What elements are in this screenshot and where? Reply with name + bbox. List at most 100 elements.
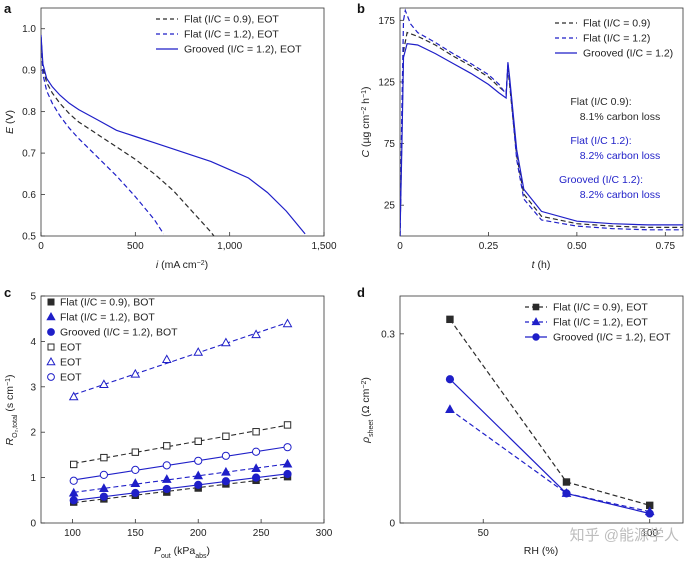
point-c-3-6	[252, 428, 260, 436]
point-c-1-1	[99, 483, 109, 492]
ytick-label-a: 0.9	[22, 66, 36, 77]
point-d-1-0	[445, 404, 455, 413]
series-line-d-1	[449, 409, 650, 513]
xtick-label-d: 100	[641, 528, 658, 539]
ytick-label-c: 5	[30, 292, 36, 303]
xtick-label-c: 100	[64, 528, 81, 539]
ytick-label-a: 1.0	[22, 24, 36, 35]
series-line-b-1	[400, 8, 683, 236]
point-c-2-6	[251, 473, 261, 482]
point-c-2-1	[99, 492, 108, 501]
panel-letter-c: c	[4, 285, 11, 300]
legend-a-2-label: Grooved (I/C = 1.2), EOT	[184, 44, 302, 56]
point-c-5-5	[221, 451, 230, 460]
legend-a-0-label: Flat (I/C = 0.9), EOT	[184, 14, 279, 26]
ytick-label-c: 2	[30, 428, 36, 439]
point-c-3-0	[70, 460, 78, 469]
annotation-label-1: Flat (I/C 1.2):	[570, 135, 631, 147]
fit-line-c-4	[73, 322, 288, 396]
point-d-0-0	[446, 315, 454, 324]
xtick-label-c: 150	[127, 528, 144, 539]
ytick-label-c: 1	[30, 473, 36, 484]
point-c-3-1	[100, 453, 108, 462]
legend-c-1-marker	[46, 311, 56, 321]
point-c-3-2	[131, 448, 140, 456]
point-c-3-3	[163, 442, 171, 450]
ytick-label-a: 0.6	[22, 190, 36, 201]
legend-c-5-label: EOT	[60, 372, 82, 384]
axes-d	[399, 295, 684, 524]
legend-c-2-marker	[47, 328, 55, 336]
point-c-5-0	[69, 476, 78, 485]
chart-d: 50 100 0 0.3 Flat (I/C = 0.9), EOT Flat (I/C …	[381, 302, 671, 540]
xtick-label-a: 1,500	[311, 241, 336, 252]
point-c-2-7	[283, 469, 292, 479]
legend-d-1-marker	[531, 317, 541, 326]
xlabel-c: Pout (kPaabs)	[154, 545, 210, 560]
ylabel-b: C (µg cm−2 h−1)	[360, 86, 372, 157]
xtick-label-c: 300	[316, 528, 333, 539]
legend-b-0-label: Flat (I/C = 0.9)	[583, 18, 650, 30]
xlabel-d: RH (%)	[524, 545, 558, 557]
panel-letter-a: a	[4, 1, 12, 16]
point-d-2-2	[645, 509, 654, 518]
point-c-2-5	[221, 477, 230, 486]
legend-d-0-label: Flat (I/C = 0.9), EOT	[553, 302, 648, 314]
xtick-label-d: 50	[478, 528, 490, 539]
point-c-1-2	[130, 478, 141, 488]
xtick-label-b: 0	[397, 241, 403, 252]
watermark: 知乎 @能源学人	[570, 527, 679, 544]
axes-c	[40, 295, 325, 524]
xtick-label-a: 1,000	[217, 241, 242, 252]
series-line-d-2	[449, 378, 650, 515]
point-c-3-5	[222, 432, 230, 440]
legend-d-1-label: Flat (I/C = 1.2), EOT	[553, 317, 648, 329]
axes-a	[40, 7, 325, 237]
ytick-label-a: 0.7	[22, 149, 36, 160]
ytick-label-b: 125	[378, 77, 395, 88]
legend-b-2-label: Grooved (I/C = 1.2)	[583, 48, 673, 60]
ytick-label-a: 0.8	[22, 107, 36, 118]
annotation-value-1: 8.2% carbon loss	[580, 150, 661, 162]
ylabel-d: ρsheet (Ω cm−2)	[360, 377, 375, 444]
annotation-value-0: 8.1% carbon loss	[580, 111, 661, 123]
point-c-1-3	[161, 474, 172, 483]
point-c-1-4	[193, 470, 204, 480]
xtick-label-c: 250	[253, 528, 270, 539]
legend-c-4-marker	[46, 356, 56, 366]
point-c-5-2	[131, 465, 140, 474]
xtick-label-c: 200	[190, 528, 207, 539]
fit-line-c-1	[73, 463, 288, 493]
ytick-label-c: 4	[30, 337, 36, 348]
point-c-3-7	[283, 421, 292, 429]
legend-c-0-label: Flat (I/C = 0.9), BOT	[60, 297, 155, 309]
series-group-b	[400, 8, 683, 236]
point-c-4-1	[99, 379, 109, 389]
annotation-label-0: Flat (I/C 0.9):	[570, 96, 631, 108]
point-c-5-3	[162, 461, 171, 470]
point-c-1-5	[221, 466, 231, 476]
ytick-label-b: 175	[378, 16, 395, 27]
point-c-3-4	[194, 437, 202, 445]
point-c-1-7	[282, 458, 293, 468]
point-c-2-3	[162, 484, 171, 494]
point-c-5-6	[251, 447, 261, 456]
point-c-4-5	[221, 337, 231, 347]
legend-d-0-marker	[532, 303, 540, 311]
xtick-label-b: 0.50	[567, 241, 587, 252]
ytick-label-d: 0	[389, 519, 395, 530]
ytick-label-a: 0.5	[22, 232, 36, 243]
series-line-b-2	[400, 43, 683, 236]
chart-c: 100 150 200 250 300 0 1 2 3 4 5 Flat (I/C = 0.9), B…	[30, 292, 332, 540]
point-c-4-6	[251, 329, 261, 339]
ytick-label-b: 25	[384, 201, 396, 212]
series-line-a-1	[41, 36, 165, 235]
xlabel-b: t (h)	[532, 259, 551, 271]
legend-c-2-label: Grooved (I/C = 1.2), BOT	[60, 327, 178, 339]
ytick-label-d: 0.3	[381, 329, 395, 340]
chart-a: 0 500 1,000 1,500 0.5 0.6 0.7 0.8 0.9 1.0 Flat (I/…	[22, 14, 337, 253]
point-c-4-7	[282, 318, 293, 328]
point-c-5-7	[283, 443, 292, 452]
point-c-4-2	[130, 368, 141, 378]
point-d-2-0	[445, 375, 455, 384]
